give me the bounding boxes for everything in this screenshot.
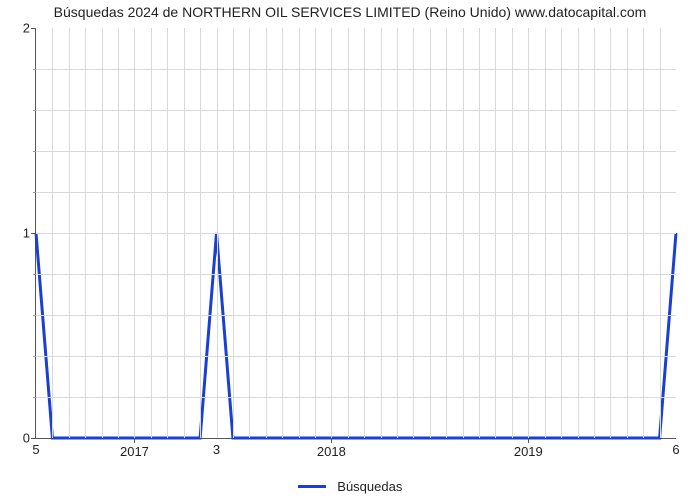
gridline-h	[36, 151, 676, 152]
y-tick-label: 1	[23, 226, 30, 241]
y-tick-mark	[31, 28, 36, 29]
y-minor-tick	[33, 315, 36, 316]
x-tick-mark	[528, 438, 529, 443]
y-tick-mark	[31, 233, 36, 234]
chart-container: Búsquedas 2024 de NORTHERN OIL SERVICES …	[0, 0, 700, 500]
x-tick-label: 2019	[514, 444, 543, 459]
legend: Búsquedas	[0, 478, 700, 494]
x-tick-mark	[331, 438, 332, 443]
gridline-h	[36, 315, 676, 316]
x-tick-label: 2018	[317, 444, 346, 459]
x-tick-label: 2017	[120, 444, 149, 459]
y-tick-label: 2	[23, 21, 30, 36]
point-label: 3	[213, 442, 220, 457]
y-minor-tick	[33, 274, 36, 275]
point-label: 5	[32, 442, 39, 457]
y-minor-tick	[33, 397, 36, 398]
gridline-h	[36, 69, 676, 70]
gridline-h	[36, 274, 676, 275]
gridline-h	[36, 397, 676, 398]
point-label: 6	[672, 442, 679, 457]
legend-swatch	[298, 485, 326, 488]
legend-label: Búsquedas	[337, 479, 402, 494]
y-minor-tick	[33, 110, 36, 111]
gridline-h	[36, 356, 676, 357]
y-minor-tick	[33, 69, 36, 70]
gridline-h	[36, 192, 676, 193]
y-tick-label: 0	[23, 431, 30, 446]
x-tick-mark	[134, 438, 135, 443]
series-line	[36, 233, 676, 438]
y-minor-tick	[33, 356, 36, 357]
gridline-h	[36, 233, 676, 234]
y-tick-mark	[31, 438, 36, 439]
plot-area: 012201720182019536	[35, 28, 676, 439]
chart-title: Búsquedas 2024 de NORTHERN OIL SERVICES …	[0, 4, 700, 20]
gridline-h	[36, 110, 676, 111]
y-minor-tick	[33, 192, 36, 193]
y-minor-tick	[33, 151, 36, 152]
